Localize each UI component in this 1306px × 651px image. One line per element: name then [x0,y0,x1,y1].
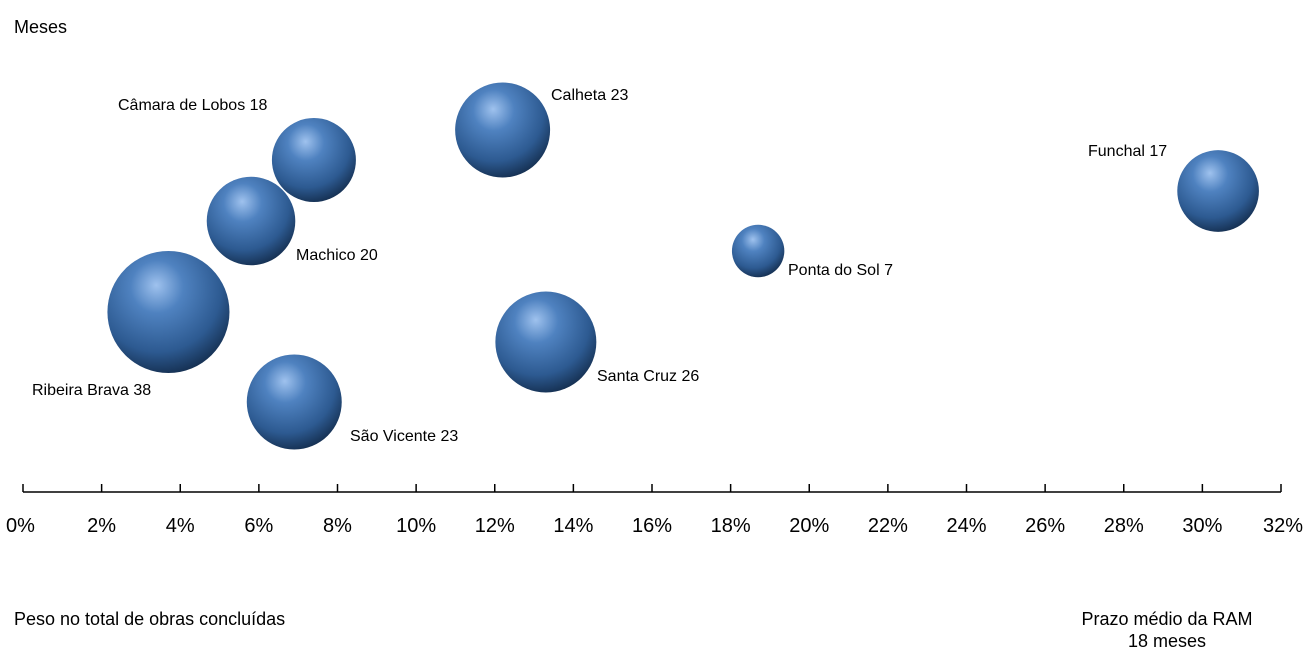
bubble-santa-cruz [495,291,597,393]
bubble-label-ribeira-brava: Ribeira Brava 38 [32,382,151,399]
bubble-funchal [1177,150,1259,232]
bubble-label-camara-de-lobos: Câmara de Lobos 18 [118,97,268,114]
bubble-label-machico: Machico 20 [296,247,378,264]
reference-note-line-1: Prazo médio da RAM [1081,609,1252,629]
bubble-label-ponta-do-sol: Ponta do Sol 7 [788,262,893,279]
bubble-labels: Câmara de Lobos 18 Calheta 23 Funchal 17 Ma… [32,87,1167,445]
x-tick-label-20: 20% [789,515,829,537]
bubble-label-sao-vicente: São Vicente 23 [350,428,458,445]
x-tick-label-14: 14% [553,515,593,537]
x-tick-label-12: 12% [475,515,515,537]
x-tick-label-26: 26% [1025,515,1065,537]
bubble-label-funchal: Funchal 17 [1088,143,1167,160]
bubble-series [107,82,1259,450]
y-axis-title: Meses [14,17,67,37]
x-tick-label-32: 32% [1263,515,1303,537]
x-axis-title: Peso no total de obras concluídas [14,609,285,629]
bubble-machico [206,176,296,266]
bubble-camara-de-lobos [271,117,356,203]
bubble-label-calheta: Calheta 23 [551,87,628,104]
x-tick-label-22: 22% [868,515,908,537]
x-axis-ticks [22,484,1282,492]
reference-note-line-2: 18 meses [1128,631,1206,651]
bubble-ribeira-brava [107,250,230,374]
x-tick-label-24: 24% [946,515,986,537]
x-tick-label-18: 18% [711,515,751,537]
x-tick-label-0: 0% [6,515,35,537]
x-tick-label-16: 16% [632,515,672,537]
bubble-ponta-do-sol [731,224,785,278]
bubble-label-santa-cruz: Santa Cruz 26 [597,368,699,385]
x-tick-label-4: 4% [166,515,195,537]
bubble-sao-vicente [246,354,342,450]
x-tick-label-6: 6% [244,515,273,537]
x-tick-label-28: 28% [1104,515,1144,537]
x-axis-tick-labels: 0% 2% 4% 6% 8% 10% 12% 14% 16% 18% 20% 22% 24% 26% 28%… [6,515,1303,537]
x-tick-label-10: 10% [396,515,436,537]
x-tick-label-2: 2% [87,515,116,537]
x-tick-label-8: 8% [323,515,352,537]
x-tick-label-30: 30% [1182,515,1222,537]
bubble-calheta [455,82,551,178]
